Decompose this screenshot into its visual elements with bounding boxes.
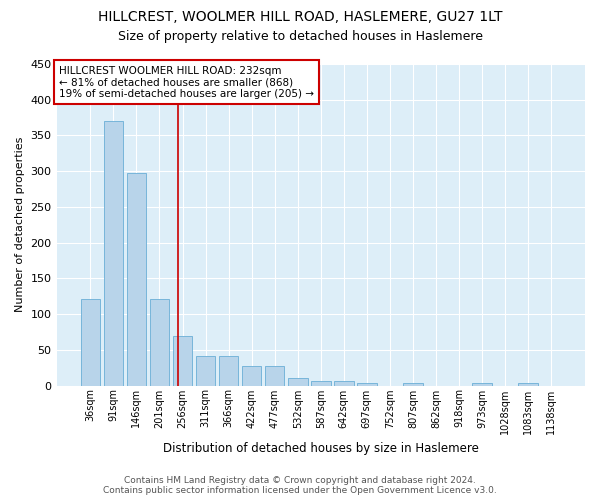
Text: Contains HM Land Registry data © Crown copyright and database right 2024.
Contai: Contains HM Land Registry data © Crown c… [103,476,497,495]
Bar [265,366,284,386]
Bar [173,336,193,386]
Text: HILLCREST WOOLMER HILL ROAD: 232sqm
← 81% of detached houses are smaller (868)
1: HILLCREST WOOLMER HILL ROAD: 232sqm ← 81… [59,66,314,99]
Bar [196,356,215,386]
Bar [288,378,308,386]
Bar [219,356,238,386]
Bar [357,382,377,386]
Bar [472,382,492,386]
Text: HILLCREST, WOOLMER HILL ROAD, HASLEMERE, GU27 1LT: HILLCREST, WOOLMER HILL ROAD, HASLEMERE,… [98,10,502,24]
Bar [127,172,146,386]
Y-axis label: Number of detached properties: Number of detached properties [15,137,25,312]
Bar [334,380,353,386]
Bar [149,299,169,386]
X-axis label: Distribution of detached houses by size in Haslemere: Distribution of detached houses by size … [163,442,479,455]
Bar [403,382,423,386]
Text: Size of property relative to detached houses in Haslemere: Size of property relative to detached ho… [118,30,482,43]
Bar [242,366,262,386]
Bar [518,382,538,386]
Bar [104,121,123,386]
Bar [80,299,100,386]
Bar [311,380,331,386]
